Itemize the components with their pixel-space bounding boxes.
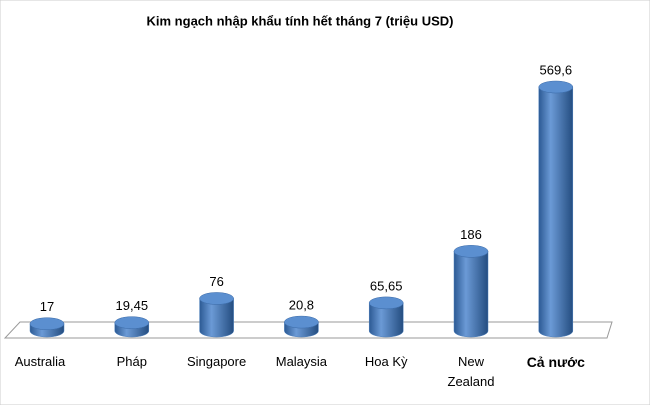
bar-top <box>199 292 234 305</box>
bar-top <box>114 316 150 329</box>
bar <box>114 316 150 338</box>
bar-top <box>453 245 489 258</box>
value-label: 19,45 <box>116 298 149 313</box>
x-tick-label: Malaysia <box>275 354 328 369</box>
value-label: 65,65 <box>370 278 403 293</box>
x-tick-label: Hoa Kỳ <box>364 354 408 369</box>
bar <box>453 245 489 338</box>
value-label: 186 <box>460 227 482 242</box>
x-tick-label: Singapore <box>186 354 247 369</box>
bar-top <box>284 315 319 329</box>
bar-body <box>538 86 574 338</box>
chart-title: Kim ngạch nhập khẩu tính hết tháng 7 (tr… <box>147 13 454 28</box>
bar <box>284 315 319 338</box>
bar <box>538 80 574 338</box>
bar <box>199 292 234 338</box>
value-label: 76 <box>209 274 223 289</box>
bar-top <box>538 80 574 94</box>
x-tick-label: New Zealand <box>447 354 495 389</box>
bar-top <box>29 317 65 330</box>
x-tick-label: Australia <box>14 354 66 369</box>
value-label: 569,6 <box>540 62 573 77</box>
bar <box>368 296 404 338</box>
value-label: 17 <box>40 299 54 314</box>
x-tick-label: Pháp <box>116 354 147 369</box>
x-tick-label: Cả nước <box>526 354 585 370</box>
bar-top <box>368 296 404 310</box>
bar-body <box>453 251 489 338</box>
value-label: 20,8 <box>289 298 314 313</box>
bar <box>29 317 65 338</box>
